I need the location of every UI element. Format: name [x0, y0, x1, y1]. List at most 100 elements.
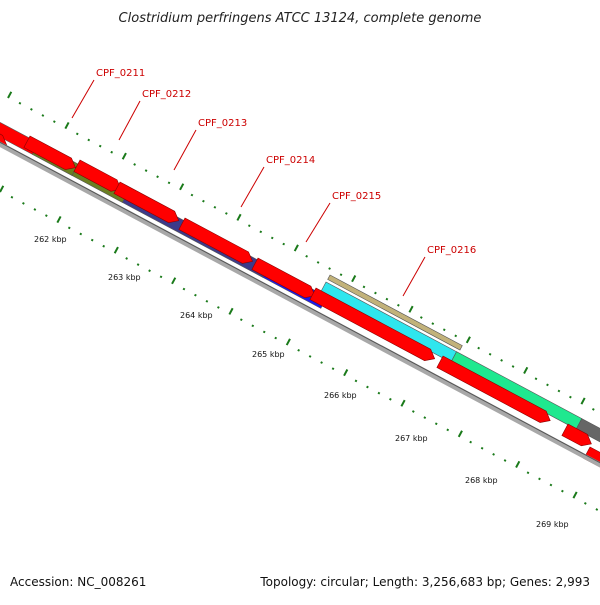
minor-tick	[397, 303, 400, 307]
minor-tick	[549, 483, 553, 487]
minor-tick	[569, 395, 572, 399]
major-tick	[465, 336, 471, 344]
minor-tick	[500, 359, 503, 362]
minor-tick	[419, 316, 423, 319]
minor-tick	[328, 267, 331, 270]
major-tick	[457, 430, 463, 438]
minor-tick	[247, 224, 251, 228]
minor-tick	[79, 232, 83, 236]
major-tick	[400, 399, 406, 407]
minor-tick	[534, 377, 538, 381]
gene-label: CPF_0212	[142, 89, 191, 100]
minor-tick	[87, 138, 91, 142]
minor-tick	[320, 361, 323, 364]
major-tick	[351, 275, 357, 283]
major-tick	[515, 460, 521, 468]
gene-leader-line	[173, 129, 197, 171]
minor-tick	[561, 489, 564, 493]
scale-label: 264 kbp	[180, 311, 213, 320]
minor-tick	[454, 334, 458, 338]
gene-leader-line	[240, 166, 265, 208]
minor-tick	[148, 269, 151, 273]
minor-tick	[144, 169, 148, 172]
gene-leader-line	[71, 79, 95, 119]
minor-tick	[442, 328, 446, 332]
minor-tick	[595, 508, 599, 511]
minor-tick	[225, 212, 228, 215]
major-tick	[343, 369, 349, 377]
gene-leader-line	[118, 100, 141, 141]
minor-tick	[374, 291, 377, 295]
minor-tick	[480, 446, 484, 450]
minor-tick	[331, 367, 335, 371]
cds-arrow	[113, 181, 180, 223]
minor-tick	[434, 422, 438, 426]
map-title: Clostridium perfringens ATCC 13124, comp…	[119, 11, 482, 26]
minor-tick	[308, 355, 312, 358]
gene-leader-line	[402, 256, 426, 297]
major-tick	[228, 307, 234, 315]
minor-tick	[423, 416, 427, 420]
minor-tick	[366, 385, 369, 389]
minor-tick	[538, 477, 541, 481]
minor-tick	[239, 318, 243, 322]
major-tick	[0, 185, 5, 193]
scale-label: 265 kbp	[252, 350, 285, 359]
minor-tick	[202, 199, 205, 203]
minor-tick	[362, 285, 366, 289]
minor-tick	[469, 440, 473, 444]
minor-tick	[156, 175, 159, 179]
minor-tick	[44, 214, 48, 217]
accession-text: Accession: NC_008261	[10, 575, 146, 589]
minor-tick	[67, 226, 71, 230]
cds-arrow	[436, 355, 551, 423]
major-tick	[572, 491, 578, 499]
cds-arrow	[178, 217, 253, 264]
minor-tick	[110, 150, 114, 154]
minor-tick	[98, 144, 102, 148]
minor-tick	[591, 408, 595, 411]
minor-tick	[411, 410, 415, 413]
minor-tick	[190, 193, 194, 197]
minor-tick	[488, 352, 492, 356]
minor-tick	[477, 346, 481, 350]
minor-tick	[316, 261, 320, 264]
gene-leader-line	[305, 202, 331, 243]
cds-arrow	[561, 423, 592, 447]
minor-tick	[297, 348, 300, 352]
minor-tick	[217, 306, 220, 309]
scale-label: 266 kbp	[324, 391, 357, 400]
minor-tick	[182, 287, 186, 291]
minor-tick	[133, 163, 136, 166]
minor-tick	[259, 230, 263, 234]
minor-tick	[194, 293, 197, 297]
minor-tick	[557, 389, 561, 393]
minor-tick	[546, 383, 549, 387]
major-tick	[56, 215, 62, 224]
scale-label: 262 kbp	[34, 235, 67, 244]
minor-tick	[18, 101, 22, 105]
cds-arrow	[251, 257, 316, 299]
major-tick	[171, 277, 177, 285]
major-tick	[236, 213, 242, 221]
gene-label: CPF_0215	[332, 191, 381, 202]
minor-tick	[270, 236, 274, 240]
minor-tick	[41, 114, 45, 117]
major-tick	[580, 397, 586, 405]
minor-tick	[205, 299, 209, 303]
minor-tick	[30, 108, 33, 111]
minor-tick	[251, 324, 255, 328]
minor-tick	[389, 397, 392, 401]
scale-labels: 262 kbp 263 kbp 264 kbp 265 kbp 266 kbp 267 k…	[34, 235, 569, 529]
tick-marks	[0, 91, 599, 511]
minor-tick	[75, 132, 79, 136]
minor-tick	[102, 244, 106, 248]
minor-tick	[262, 330, 266, 334]
minor-tick	[492, 453, 495, 456]
minor-tick	[431, 322, 435, 326]
minor-tick	[125, 257, 128, 260]
gene-label: CPF_0214	[266, 155, 315, 166]
major-tick	[121, 152, 127, 160]
